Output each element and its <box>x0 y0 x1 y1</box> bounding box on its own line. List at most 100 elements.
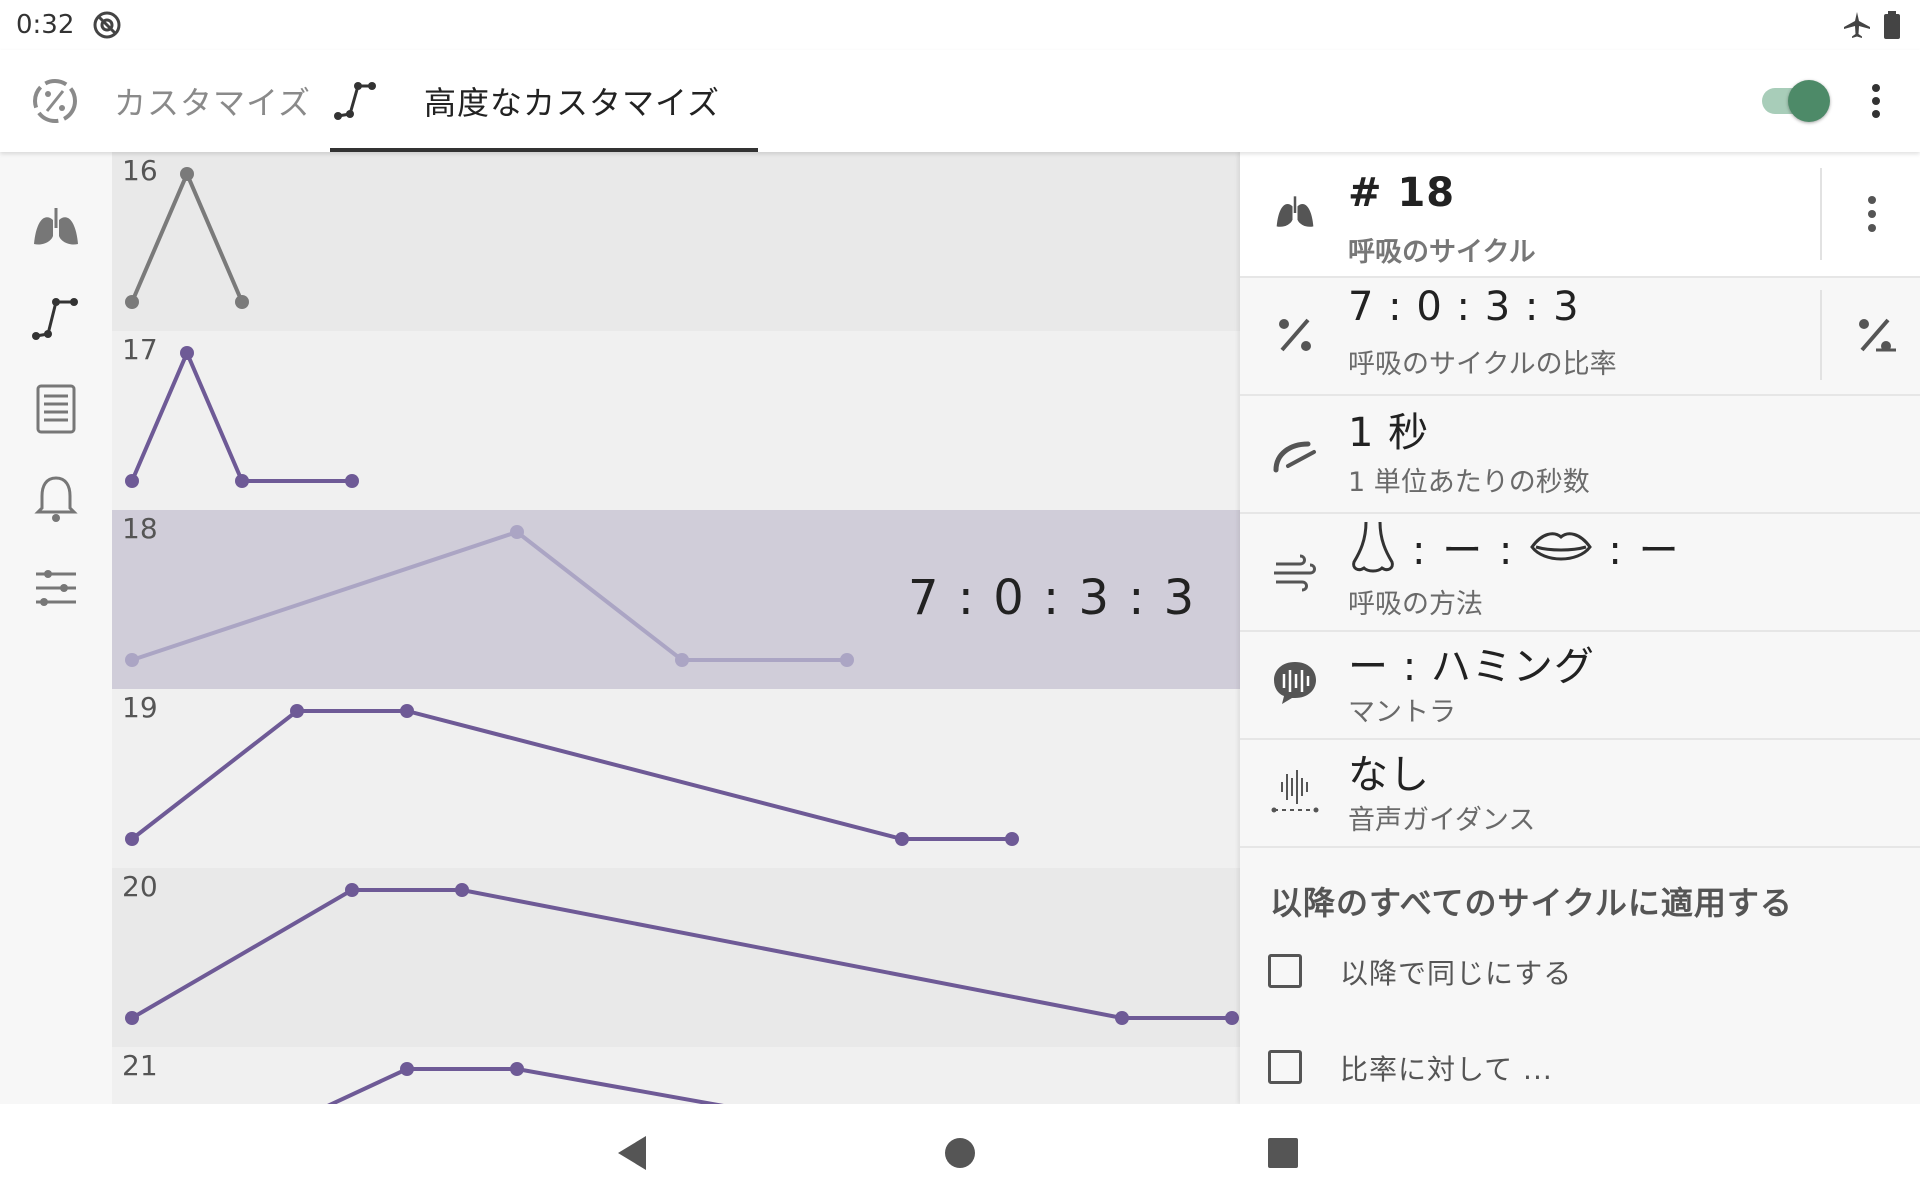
cycle-point <box>235 295 249 309</box>
do-not-disturb-icon <box>93 11 121 39</box>
speed-label: 1 単位あたりの秒数 <box>1348 467 1590 498</box>
cycle-point <box>510 525 524 539</box>
tab-customize-label: カスタマイズ <box>114 84 312 122</box>
status-time: 0:32 <box>16 10 75 40</box>
navigation-rail <box>0 152 112 1104</box>
speech-waveform-icon <box>1274 662 1316 704</box>
cycle-row[interactable]: 20 <box>112 868 1240 1047</box>
cycle-point <box>235 474 249 488</box>
cycle-line <box>130 709 1012 841</box>
cycle-graph <box>125 346 359 488</box>
cycle-point <box>125 1011 139 1025</box>
cycle-point <box>455 883 469 897</box>
cycle-number: 16 <box>122 154 158 187</box>
air-flow-icon <box>1274 554 1316 592</box>
cycle-graph <box>125 883 1239 1025</box>
recents-icon[interactable] <box>1258 1128 1308 1178</box>
same-after-checkbox-row[interactable]: 以降で同じにする <box>1264 942 1884 1002</box>
relative-ratio-checkbox-row[interactable]: 比率に対して ... <box>1264 1038 1884 1098</box>
cycle-graph <box>125 704 1019 846</box>
home-icon[interactable] <box>935 1128 985 1178</box>
breathing-method-row[interactable]: : ー : : ー 呼吸の方法 <box>1240 512 1920 632</box>
back-icon[interactable] <box>608 1128 658 1178</box>
graph-nodes-icon[interactable] <box>26 288 86 348</box>
active-tab-indicator <box>330 148 758 152</box>
ratio-label: 呼吸のサイクルの比率 <box>1348 349 1617 380</box>
cycle-line <box>130 168 244 303</box>
same-after-label: 以降で同じにする <box>1340 957 1573 990</box>
enable-toggle[interactable] <box>1762 80 1830 122</box>
cycle-list[interactable]: 16 17 18 7 : 0 : 3 : 3 19 20 21 <box>112 152 1240 1104</box>
speed-gauge-icon <box>1273 441 1316 473</box>
same-after-checkbox[interactable] <box>1268 954 1302 988</box>
more-options-icon[interactable] <box>1858 80 1894 122</box>
battery-icon <box>1884 11 1900 39</box>
cycle-graph <box>125 525 854 667</box>
cycle-point <box>1005 832 1019 846</box>
ratio-row[interactable]: 7 : 0 : 3 : 3 呼吸のサイクルの比率 <box>1240 276 1920 396</box>
cycle-point <box>125 653 139 667</box>
percent-edit-icon[interactable] <box>1850 310 1900 360</box>
ratio-dial-icon <box>33 79 77 123</box>
sliders-icon[interactable] <box>26 558 86 618</box>
cycle-line <box>130 347 352 483</box>
toggle-thumb <box>1788 80 1830 122</box>
cycle-point <box>510 1062 524 1076</box>
voice-guidance-label: 音声ガイダンス <box>1348 805 1536 836</box>
cycle-point <box>125 832 139 846</box>
divider <box>1820 168 1822 260</box>
relative-ratio-label: 比率に対して ... <box>1340 1053 1553 1086</box>
list-document-icon[interactable] <box>26 378 86 438</box>
lungs-icon <box>1276 196 1314 227</box>
cycle-row-selected[interactable]: 18 7 : 0 : 3 : 3 <box>112 510 1240 689</box>
cycle-line <box>131 529 847 662</box>
cycle-point <box>290 704 304 718</box>
cycle-row[interactable]: 21 <box>112 1047 1240 1104</box>
cycle-point <box>895 832 909 846</box>
mantra-row[interactable]: ー : ハミング マントラ <box>1240 630 1920 740</box>
voice-guidance-row[interactable]: なし 音声ガイダンス <box>1240 738 1920 848</box>
selected-cycle-ratio: 7 : 0 : 3 : 3 <box>908 570 1197 626</box>
mantra-value: ー : ハミング <box>1348 644 1595 690</box>
cycle-point <box>345 474 359 488</box>
cycle-point <box>1225 1011 1239 1025</box>
graph-nodes-icon <box>334 82 376 120</box>
cycle-point <box>675 653 689 667</box>
tab-advanced-customize[interactable]: 高度なカスタマイズ <box>330 50 758 152</box>
percent-icon <box>1279 318 1311 352</box>
divider <box>1820 290 1822 380</box>
status-bar: 0:32 <box>0 0 1920 50</box>
tab-advanced-label: 高度なカスタマイズ <box>424 84 721 122</box>
cycle-point <box>1115 1011 1129 1025</box>
cycle-number: 21 <box>122 1049 158 1082</box>
speed-row[interactable]: 1 秒 1 単位あたりの秒数 <box>1240 394 1920 514</box>
relative-ratio-checkbox[interactable] <box>1268 1050 1302 1084</box>
cycle-point <box>400 704 414 718</box>
cycle-more-options-icon[interactable] <box>1854 192 1890 236</box>
cycle-number: 18 <box>122 512 158 545</box>
cycle-point <box>125 295 139 309</box>
tab-customize[interactable]: カスタマイズ <box>30 50 311 152</box>
cycle-graph <box>125 167 249 309</box>
breathing-method-value: : ー : : ー <box>1348 518 1681 576</box>
breathing-separator: : ー <box>1608 528 1681 574</box>
system-navigation-bar <box>0 1104 1920 1200</box>
cycle-title: # 18 <box>1348 170 1456 216</box>
mantra-label: マントラ <box>1348 697 1456 728</box>
cycle-row[interactable]: 19 <box>112 689 1240 868</box>
voice-guidance-value: なし <box>1348 752 1430 798</box>
cycle-row[interactable]: 16 <box>112 152 1240 331</box>
cycle-point <box>180 346 194 360</box>
lungs-icon[interactable] <box>26 198 86 258</box>
apply-section-title: 以降のすべてのサイクルに適用する <box>1270 884 1793 922</box>
cycle-point <box>345 883 359 897</box>
bell-icon[interactable] <box>26 468 86 528</box>
cycle-row[interactable]: 17 <box>112 331 1240 510</box>
cycle-number: 20 <box>122 870 158 903</box>
cycle-line <box>327 1067 724 1104</box>
mouth-icon <box>1530 532 1593 561</box>
cycle-subtitle: 呼吸のサイクル <box>1348 237 1536 268</box>
cycle-point <box>840 653 854 667</box>
cycle-point <box>180 167 194 181</box>
cycle-number: 19 <box>122 691 158 724</box>
